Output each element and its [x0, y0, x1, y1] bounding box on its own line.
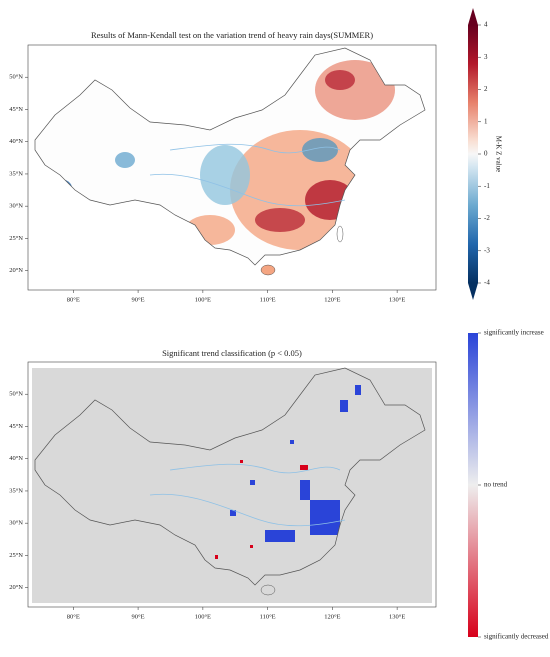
y-tick-label: 30°N: [9, 203, 23, 210]
colorbar-tick-label: significantly increase: [484, 329, 544, 337]
panel-title: Significant trend classification (p < 0.…: [162, 348, 302, 358]
y-tick-label: 45°N: [9, 423, 23, 430]
panel-title: Results of Mann-Kendall test on the vari…: [91, 30, 373, 40]
x-tick-label: 100°E: [195, 613, 211, 620]
colorbar-tick-label: 1: [484, 117, 488, 125]
colorbar-tick-label: -4: [484, 279, 490, 287]
colorbar-extend: [468, 8, 478, 25]
x-tick-label: 120°E: [324, 296, 340, 303]
taiwan: [336, 225, 344, 243]
colorbar-tick-label: 4: [484, 21, 488, 29]
colorbar-tick-label: 2: [484, 85, 488, 93]
y-tick-label: 40°N: [9, 138, 23, 145]
x-tick-label: 100°E: [195, 296, 211, 303]
y-tick-label: 25°N: [9, 552, 23, 559]
y-tick-label: 20°N: [9, 267, 23, 274]
x-tick-label: 90°E: [132, 296, 145, 303]
hainan: [260, 264, 276, 276]
rivers: [149, 143, 346, 207]
y-tick-label: 45°N: [9, 106, 23, 113]
colorbar-label: M-K Z value: [494, 136, 502, 173]
colorbar-tick-label: -1: [484, 182, 490, 190]
y-tick-label: 35°N: [9, 487, 23, 494]
colorbar-tick-label: significantly decreased: [484, 633, 549, 641]
no-trend-field: [32, 368, 432, 603]
y-tick-label: 50°N: [9, 391, 23, 398]
colorbar-tick-label: no trend: [484, 481, 508, 489]
colorbar-tick-label: 3: [484, 53, 488, 61]
colorbar-extend: [468, 283, 478, 300]
y-tick-label: 30°N: [9, 520, 23, 527]
x-tick-label: 120°E: [324, 613, 340, 620]
colorbar-tick-label: 0: [484, 150, 488, 158]
bottom-map: [34, 367, 426, 596]
x-tick-label: 130°E: [389, 613, 405, 620]
x-tick-label: 90°E: [132, 613, 145, 620]
y-tick-label: 20°N: [9, 584, 23, 591]
y-tick-label: 25°N: [9, 235, 23, 242]
y-tick-label: 50°N: [9, 74, 23, 81]
x-tick-label: 110°E: [260, 613, 276, 620]
x-tick-label: 80°E: [67, 296, 80, 303]
y-tick-label: 35°N: [9, 170, 23, 177]
colorbar: [468, 25, 478, 283]
x-tick-label: 80°E: [67, 613, 80, 620]
colorbar-tick-label: -2: [484, 214, 490, 222]
colorbar-tick-label: -3: [484, 246, 490, 254]
x-tick-label: 110°E: [260, 296, 276, 303]
colorbar: [468, 333, 478, 637]
x-tick-label: 130°E: [389, 296, 405, 303]
y-tick-label: 40°N: [9, 455, 23, 462]
